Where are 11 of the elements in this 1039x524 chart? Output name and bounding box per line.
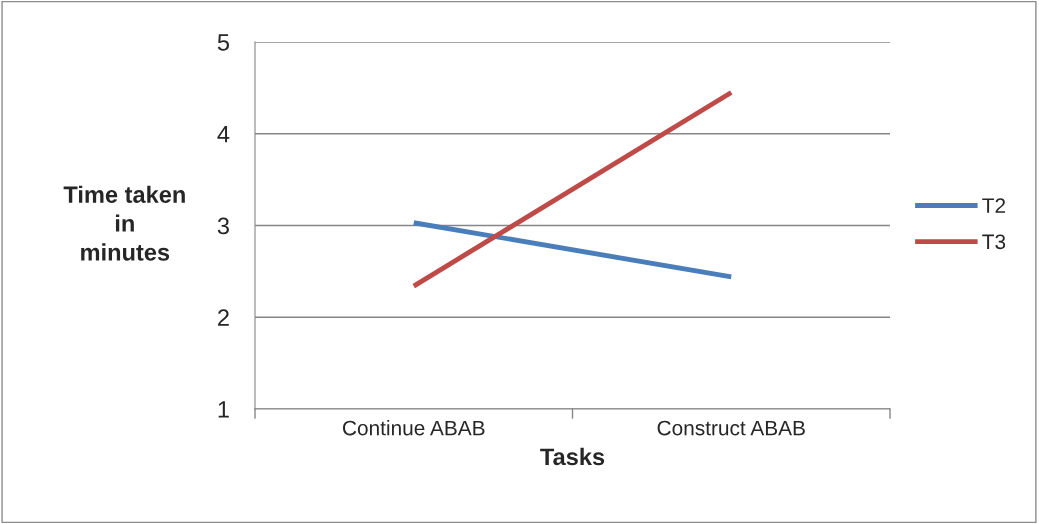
y-tick-label: 3: [217, 217, 229, 235]
x-axis-title: Tasks: [540, 447, 605, 466]
x-tick-label: Continue ABAB: [343, 420, 485, 436]
y-tick-label: 1: [218, 401, 229, 418]
y-tick-label: 5: [217, 34, 230, 51]
legend-label: T3: [982, 234, 1006, 250]
y-tick-label: 2: [218, 309, 229, 326]
legend-label: T2: [982, 198, 1006, 213]
y-axis-title: Time taken in minutes: [63, 185, 185, 261]
x-tick-label: Construct ABAB: [657, 420, 805, 436]
y-tick-label: 4: [217, 126, 230, 143]
